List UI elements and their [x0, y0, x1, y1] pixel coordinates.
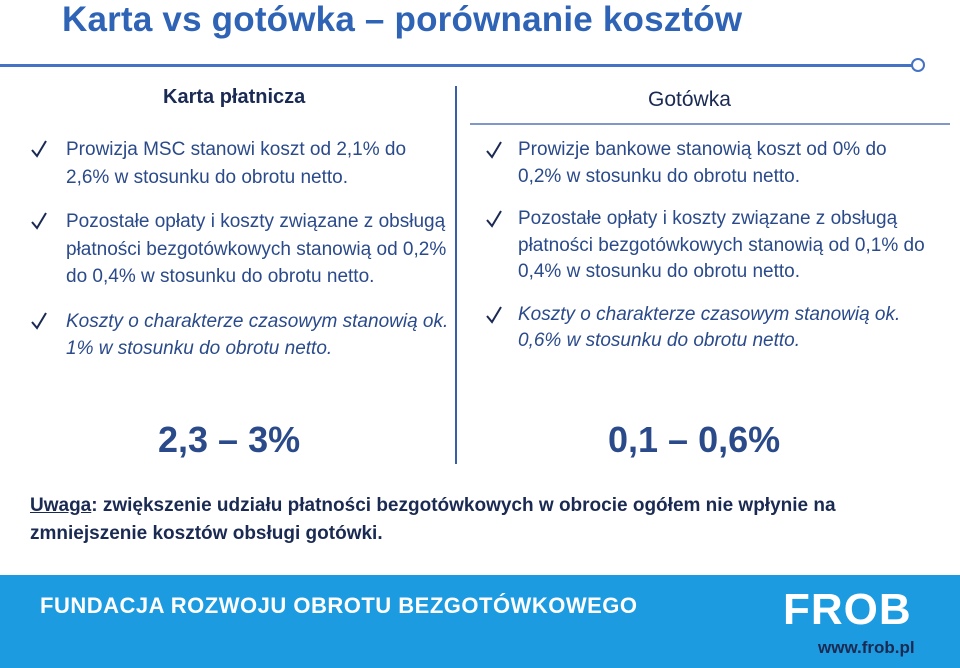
website-link[interactable]: www.frob.pl [818, 638, 915, 657]
rule-end-dot [911, 58, 925, 72]
card-heading: Karta płatnicza [163, 86, 306, 108]
column-divider [455, 86, 457, 464]
card-cost-range: 2,3 – 3% [158, 419, 301, 460]
title-rule [0, 64, 918, 67]
list-item: Koszty o charakterze czasowym stanowią o… [485, 302, 925, 355]
list-item-text: Prowizje bankowe stanowią koszt od 0% do… [518, 139, 887, 187]
check-icon [31, 212, 47, 230]
page-title: Karta vs gotówka – porównanie kosztów [62, 0, 743, 39]
check-icon [486, 210, 502, 228]
list-item-text: Prowizja MSC stanowi koszt od 2,1% do 2,… [66, 139, 407, 188]
card-cost-list: Prowizja MSC stanowi koszt od 2,1% do 2,… [30, 136, 450, 380]
cash-heading-rule [470, 123, 950, 125]
list-item: Koszty o charakterze czasowym stanowią o… [30, 308, 450, 363]
note-text: : zwiększenie udziału płatności bezgotów… [30, 495, 836, 544]
frob-logo: FROB [783, 585, 912, 634]
list-item: Prowizje bankowe stanowią koszt od 0% do… [485, 137, 925, 190]
note-label: Uwaga [30, 495, 92, 516]
list-item: Prowizja MSC stanowi koszt od 2,1% do 2,… [30, 136, 450, 191]
check-icon [31, 140, 47, 158]
check-icon [486, 141, 502, 159]
cash-heading: Gotówka [648, 88, 731, 111]
list-item-text: Pozostałe opłaty i koszty związane z obs… [518, 208, 925, 282]
list-item: Pozostałe opłaty i koszty związane z obs… [485, 206, 925, 286]
cash-cost-list: Prowizje bankowe stanowią koszt od 0% do… [485, 137, 925, 371]
check-icon [31, 311, 47, 330]
cash-cost-range: 0,1 – 0,6% [608, 419, 781, 460]
list-item-text: Koszty o charakterze czasowym stanowią o… [518, 303, 901, 352]
footer-banner: FUNDACJA ROZWOJU OBROTU BEZGOTÓWKOWEGO F… [0, 575, 960, 668]
note: Uwaga: zwiększenie udziału płatności bez… [30, 492, 930, 548]
list-item-text: Koszty o charakterze czasowym stanowią o… [66, 310, 449, 360]
check-icon [486, 305, 502, 324]
foundation-name: FUNDACJA ROZWOJU OBROTU BEZGOTÓWKOWEGO [40, 593, 638, 618]
list-item: Pozostałe opłaty i koszty związane z obs… [30, 208, 450, 291]
list-item-text: Pozostałe opłaty i koszty związane z obs… [66, 211, 447, 287]
